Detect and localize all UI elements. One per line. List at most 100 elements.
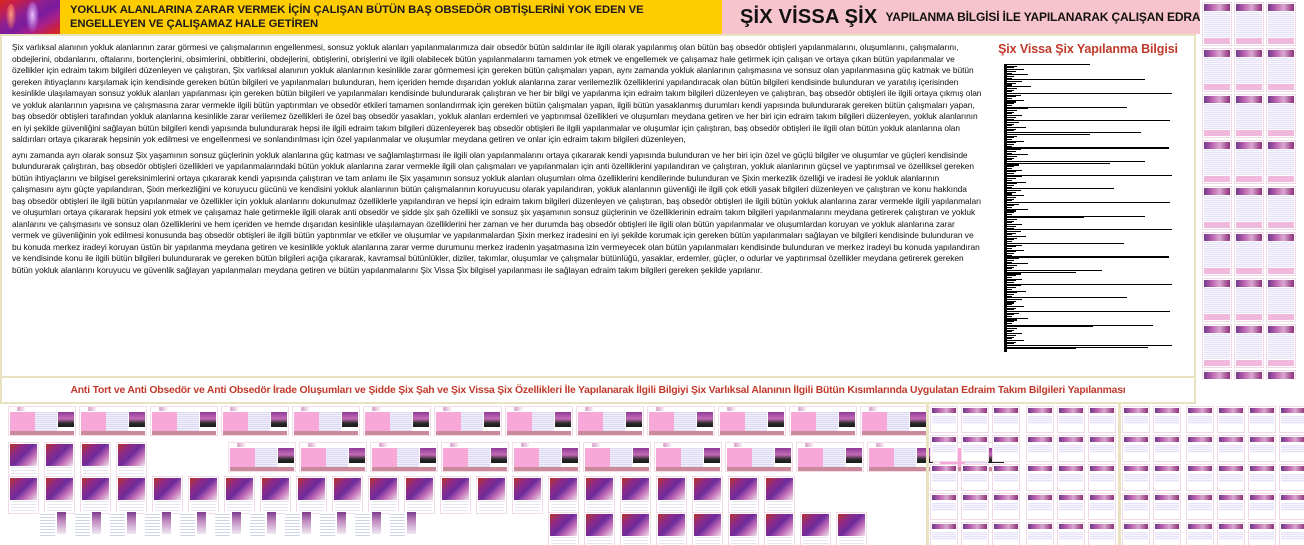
webpage-thumbnail-icon[interactable] (441, 442, 509, 472)
document-thumbnail-icon[interactable] (1234, 278, 1264, 322)
webpage-thumbnail-icon[interactable] (8, 406, 76, 436)
document-grid-column[interactable] (1153, 406, 1181, 545)
text-document-thumbnail-icon[interactable] (285, 512, 311, 538)
poster-thumbnail-icon[interactable] (584, 512, 615, 545)
webpage-thumbnail-icon[interactable] (292, 406, 360, 436)
document-thumbnail-icon[interactable] (992, 406, 1020, 433)
webpage-thumbnail-icon[interactable] (505, 406, 573, 436)
document-thumbnail-icon[interactable] (1234, 140, 1264, 184)
document-thumbnail-icon[interactable] (1202, 324, 1232, 368)
document-thumbnail-icon[interactable] (1279, 522, 1304, 545)
document-thumbnail-icon[interactable] (1122, 406, 1150, 433)
document-thumbnail-icon[interactable] (1248, 435, 1276, 462)
text-document-thumbnail-icon[interactable] (250, 512, 276, 538)
document-grid-column[interactable] (961, 406, 989, 545)
poster-thumbnail-icon[interactable] (44, 442, 75, 480)
webpage-thumbnail-icon[interactable] (576, 406, 644, 436)
document-thumbnail-icon[interactable] (1234, 370, 1264, 380)
document-thumbnail-icon[interactable] (1088, 522, 1116, 545)
document-thumbnail-icon[interactable] (1026, 464, 1054, 491)
webpage-thumbnail-icon[interactable] (434, 406, 502, 436)
document-grid-column[interactable] (1122, 406, 1150, 545)
document-grid-column[interactable] (1057, 406, 1085, 545)
document-thumbnail-icon[interactable] (930, 464, 958, 491)
poster-thumbnail-icon[interactable] (476, 476, 507, 514)
poster-thumbnail-icon[interactable] (8, 442, 39, 480)
poster-thumbnail-icon[interactable] (548, 512, 579, 545)
poster-thumbnail-icon[interactable] (332, 476, 363, 514)
document-thumbnail-icon[interactable] (1153, 435, 1181, 462)
poster-thumbnail-icon[interactable] (764, 512, 795, 545)
right-thumbnail-strip[interactable] (1200, 0, 1304, 380)
document-thumbnail-icon[interactable] (1248, 464, 1276, 491)
document-thumbnail-icon[interactable] (1202, 140, 1232, 184)
webpage-thumbnail-icon[interactable] (867, 442, 935, 472)
webpage-thumbnail-icon[interactable] (860, 406, 928, 436)
webpage-thumbnail-icon[interactable] (363, 406, 431, 436)
webpage-thumbnail-icon[interactable] (796, 442, 864, 472)
document-thumbnail-icon[interactable] (1266, 370, 1296, 380)
webpage-thumbnail-icon[interactable] (647, 406, 715, 436)
webpage-thumbnail-icon[interactable] (299, 442, 367, 472)
document-thumbnail-icon[interactable] (992, 522, 1020, 545)
document-grid-column[interactable] (1026, 406, 1054, 545)
thumbnail-row[interactable] (228, 442, 1009, 472)
document-thumbnail-icon[interactable] (1266, 232, 1296, 276)
document-thumbnail-icon[interactable] (1088, 464, 1116, 491)
document-thumbnail-icon[interactable] (1057, 406, 1085, 433)
document-thumbnail-icon[interactable] (1279, 406, 1304, 433)
document-grid-column[interactable] (1186, 406, 1214, 545)
webpage-thumbnail-icon[interactable] (789, 406, 857, 436)
document-thumbnail-icon[interactable] (961, 464, 989, 491)
document-thumbnail-icon[interactable] (1057, 522, 1085, 545)
text-document-thumbnail-icon[interactable] (180, 512, 206, 538)
document-thumbnail-icon[interactable] (930, 435, 958, 462)
poster-thumbnail-icon[interactable] (260, 476, 291, 514)
webpage-thumbnail-icon[interactable] (228, 442, 296, 472)
text-document-thumbnail-icon[interactable] (110, 512, 136, 538)
document-thumbnail-icon[interactable] (1088, 493, 1116, 520)
document-thumbnail-icon[interactable] (1057, 464, 1085, 491)
poster-thumbnail-icon[interactable] (296, 476, 327, 514)
document-grid-column[interactable] (930, 406, 958, 545)
document-thumbnail-icon[interactable] (1202, 48, 1232, 92)
thumbnail-row[interactable] (40, 512, 425, 538)
document-thumbnail-icon[interactable] (930, 522, 958, 545)
text-document-thumbnail-icon[interactable] (390, 512, 416, 538)
document-thumbnail-icon[interactable] (1122, 493, 1150, 520)
poster-thumbnail-icon[interactable] (512, 476, 543, 514)
document-thumbnail-icon[interactable] (1122, 464, 1150, 491)
webpage-thumbnail-icon[interactable] (221, 406, 289, 436)
document-thumbnail-icon[interactable] (1234, 94, 1264, 138)
poster-thumbnail-icon[interactable] (656, 476, 687, 514)
poster-thumbnail-icon[interactable] (620, 476, 651, 514)
document-thumbnail-icon[interactable] (1266, 186, 1296, 230)
document-thumbnail-icon[interactable] (1234, 2, 1264, 46)
document-grid-column[interactable] (1088, 406, 1116, 545)
poster-thumbnail-icon[interactable] (764, 476, 795, 514)
webpage-thumbnail-icon[interactable] (512, 442, 580, 472)
document-thumbnail-icon[interactable] (1279, 464, 1304, 491)
poster-thumbnail-icon[interactable] (728, 476, 759, 514)
document-thumbnail-icon[interactable] (1186, 435, 1214, 462)
document-thumbnail-icon[interactable] (1202, 94, 1232, 138)
document-thumbnail-icon[interactable] (1266, 2, 1296, 46)
poster-thumbnail-icon[interactable] (440, 476, 471, 514)
webpage-thumbnail-icon[interactable] (150, 406, 218, 436)
document-thumbnail-icon[interactable] (1153, 493, 1181, 520)
document-thumbnail-icon[interactable] (1186, 522, 1214, 545)
document-thumbnail-icon[interactable] (1234, 324, 1264, 368)
document-thumbnail-icon[interactable] (1248, 493, 1276, 520)
thumbnail-row[interactable] (548, 512, 872, 545)
document-thumbnail-icon[interactable] (1202, 278, 1232, 322)
document-thumbnail-icon[interactable] (1153, 464, 1181, 491)
poster-thumbnail-icon[interactable] (692, 476, 723, 514)
webpage-thumbnail-icon[interactable] (370, 442, 438, 472)
thumbnail-row[interactable] (8, 476, 800, 514)
poster-thumbnail-icon[interactable] (116, 476, 147, 514)
poster-thumbnail-icon[interactable] (800, 512, 831, 545)
document-thumbnail-icon[interactable] (930, 406, 958, 433)
document-thumbnail-icon[interactable] (1026, 435, 1054, 462)
text-document-thumbnail-icon[interactable] (215, 512, 241, 538)
document-thumbnail-icon[interactable] (1122, 435, 1150, 462)
